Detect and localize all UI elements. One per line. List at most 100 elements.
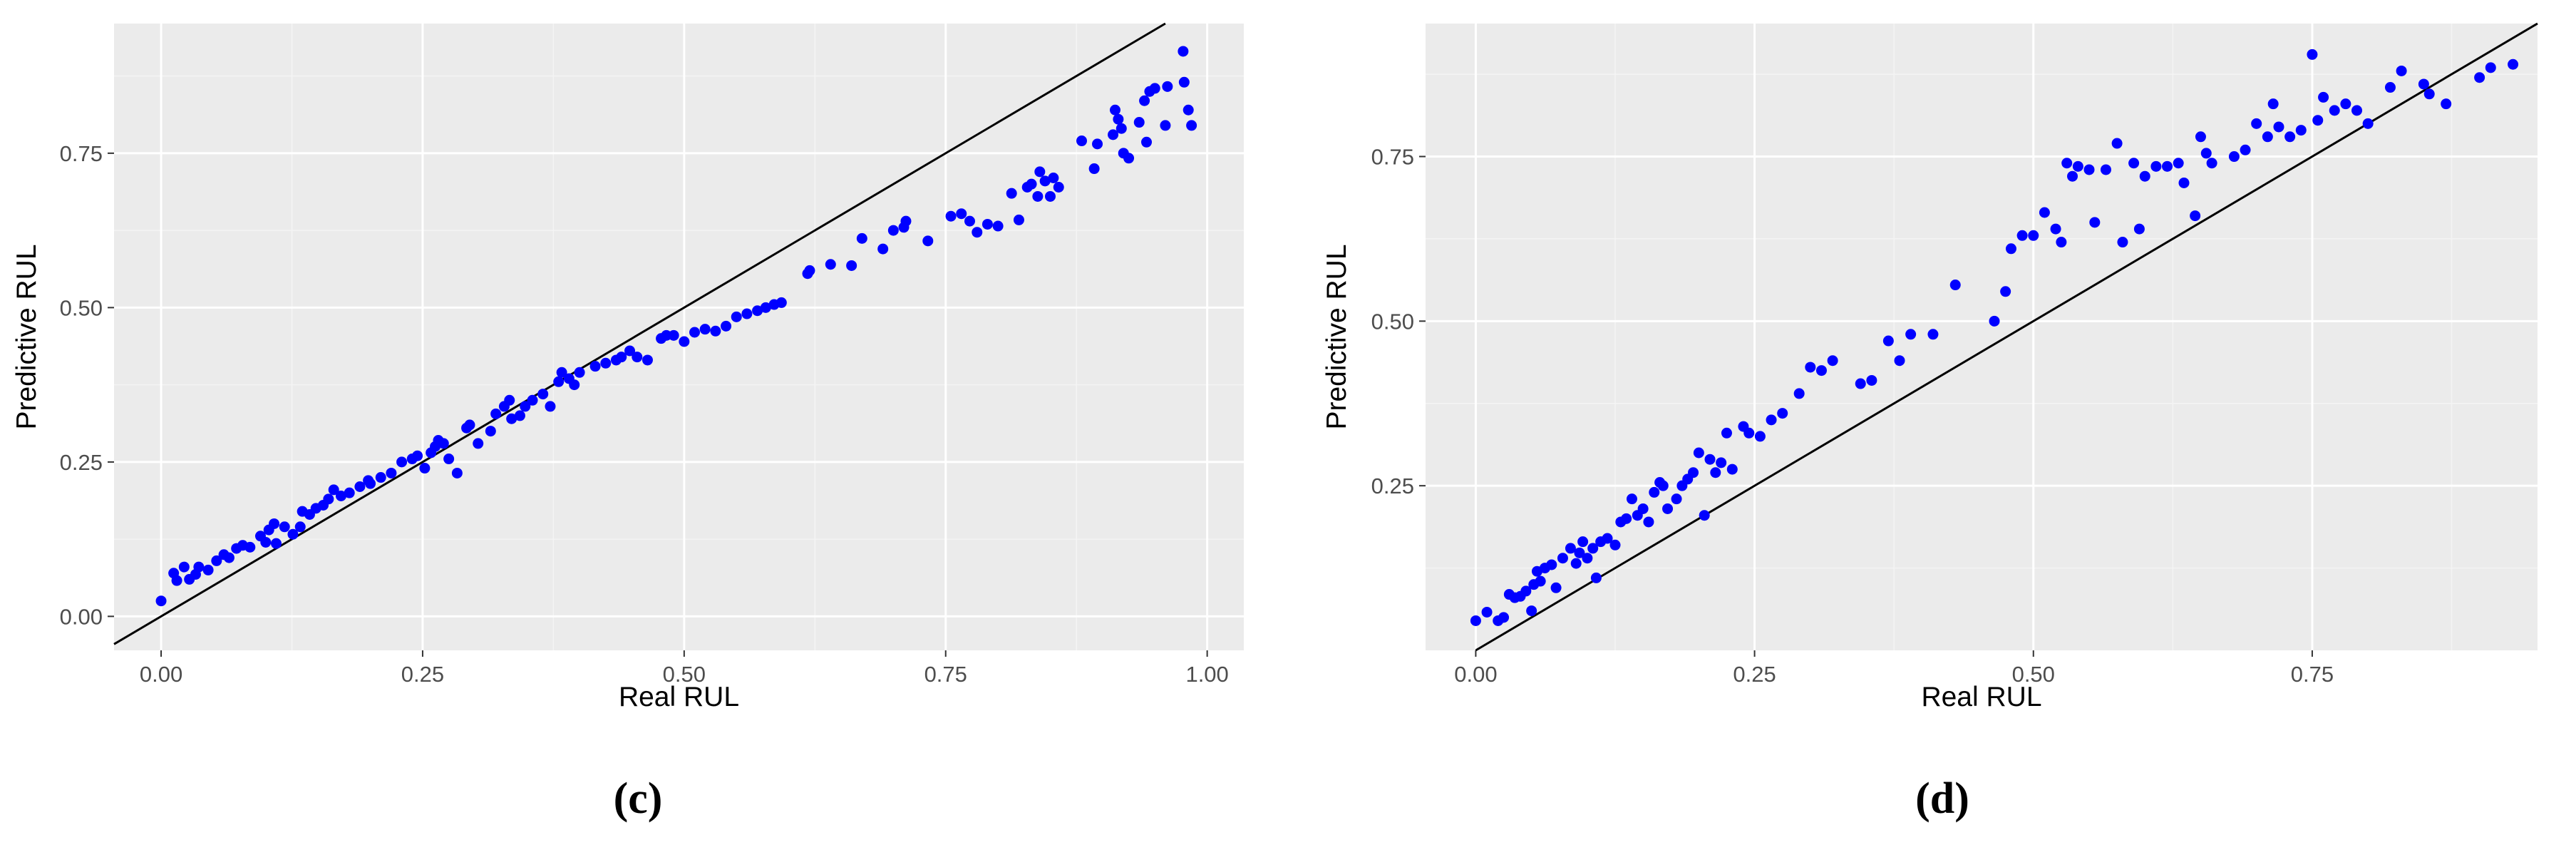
data-point [1827, 355, 1838, 367]
data-point [2083, 164, 2095, 175]
data-point [2061, 158, 2073, 169]
data-point [982, 218, 993, 230]
data-point [1026, 178, 1037, 190]
data-point [1704, 454, 1716, 465]
data-point [2200, 148, 2212, 159]
data-point [344, 487, 355, 498]
data-point [1034, 166, 1046, 178]
data-point [2067, 170, 2078, 182]
data-point [1688, 467, 1699, 478]
x-tick-label: 1.00 [1185, 662, 1228, 687]
data-point [1470, 615, 1481, 626]
data-point [2000, 286, 2011, 297]
y-tick-label: 0.25 [1371, 473, 1414, 498]
y-tick-label: 0.75 [1371, 145, 1414, 170]
data-point [1894, 355, 1905, 367]
data-point [464, 419, 475, 431]
data-point [689, 327, 701, 338]
data-point [514, 410, 525, 421]
plot-background [114, 24, 1244, 650]
data-point [1699, 510, 1710, 521]
data-point [438, 438, 449, 449]
data-point [2340, 98, 2351, 110]
data-point [193, 561, 205, 573]
y-tick-label: 0.50 [60, 295, 103, 320]
data-point [574, 367, 585, 378]
data-point [760, 302, 771, 313]
data-point [2441, 98, 2452, 110]
data-point [1565, 543, 1576, 554]
chart-panel-c: 0.00 0.25 0.50 0.75 1.00 0.00 0.25 0.50 0.75 Real… [11, 22, 1244, 712]
data-point [2423, 88, 2435, 100]
data-point [375, 472, 386, 483]
x-tick-label: 0.25 [1733, 662, 1776, 687]
data-point [2028, 230, 2039, 241]
data-point [2418, 78, 2429, 90]
data-point [1178, 76, 1190, 88]
data-point [2485, 62, 2496, 73]
data-point [1123, 153, 1135, 164]
x-tick-label: 0.25 [401, 662, 444, 687]
data-point [1048, 173, 1059, 184]
data-point [964, 215, 975, 227]
data-point [2111, 138, 2123, 149]
data-point [1498, 612, 1510, 623]
data-point [1535, 575, 1546, 587]
data-point [642, 354, 653, 366]
data-point [2133, 223, 2145, 235]
data-point [279, 521, 290, 533]
data-point [1178, 46, 1189, 57]
data-point [2251, 118, 2262, 129]
data-point [589, 361, 601, 372]
data-point [1949, 280, 1961, 291]
data-point [545, 401, 556, 412]
data-point [2240, 144, 2251, 155]
y-axis-title: Predictive RUL [11, 244, 42, 429]
data-point [485, 426, 496, 437]
data-point [887, 225, 899, 236]
x-tick-label: 0.50 [2012, 662, 2055, 687]
y-tick-label: 0.75 [60, 141, 103, 166]
data-point [752, 305, 763, 317]
data-point [2318, 91, 2329, 103]
data-point [1721, 427, 1732, 439]
reference-line [113, 22, 1166, 645]
data-point [2039, 207, 2050, 218]
data-point [1582, 553, 1593, 564]
data-point [2295, 125, 2307, 136]
data-point [1989, 315, 2000, 327]
data-point [2228, 151, 2240, 163]
data-point [178, 561, 190, 573]
y-tick-label: 0.25 [60, 450, 103, 475]
data-point [2351, 105, 2363, 116]
data-point [506, 413, 517, 424]
data-point [1649, 486, 1660, 498]
data-point [2016, 230, 2028, 241]
x-tick-label: 0.50 [663, 662, 706, 687]
y-tick-label: 0.50 [1371, 309, 1414, 334]
data-point [624, 345, 636, 357]
x-tick-label: 0.75 [924, 662, 967, 687]
data-point [2267, 98, 2279, 110]
data-point [1133, 117, 1145, 128]
data-point [2195, 131, 2206, 143]
data-point [335, 490, 346, 501]
data-point [2100, 164, 2111, 175]
data-point [2173, 158, 2184, 169]
data-point [1570, 558, 1582, 569]
data-point [1088, 163, 1100, 175]
data-point [1557, 553, 1568, 564]
data-point [2050, 223, 2061, 235]
data-point [211, 555, 222, 566]
data-point [2139, 170, 2150, 182]
data-point [699, 324, 711, 335]
data-point [1574, 547, 1585, 558]
data-point [2273, 121, 2284, 133]
data-point [396, 456, 408, 468]
data-point [323, 493, 334, 505]
data-point [386, 467, 397, 478]
data-point [419, 463, 431, 474]
data-point [1032, 190, 1044, 202]
data-point [1520, 585, 1532, 597]
